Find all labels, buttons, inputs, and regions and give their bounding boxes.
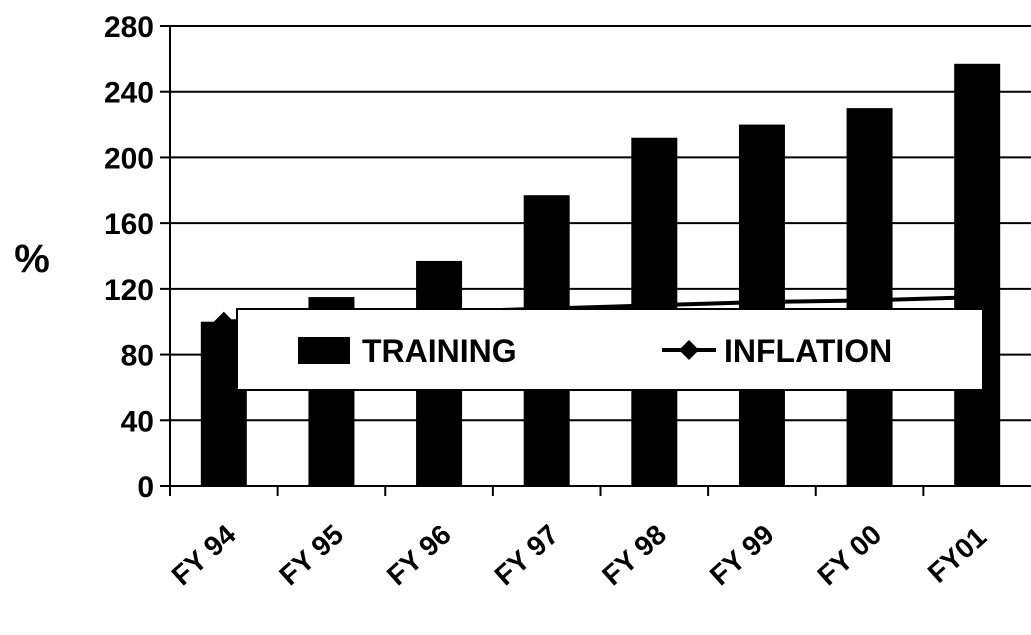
x-tick-labels: FY 94 FY 95 FY 96 FY 97 FY 98 FY 99 FY 00 FY01 — [166, 518, 993, 591]
bar-training — [954, 63, 1001, 487]
y-axis-label: % — [14, 237, 50, 281]
inflation-point — [967, 287, 988, 308]
inflation-point — [859, 290, 880, 311]
bars — [200, 63, 1001, 487]
legend: TRAINING INFLATION — [236, 308, 984, 391]
inflation-point — [751, 292, 772, 312]
y-tick-labels: 0 40 80 120 160 200 240 280 — [104, 11, 154, 504]
y-tick-label: 200 — [104, 142, 154, 175]
y-tick-label: 160 — [104, 208, 154, 241]
x-tick-label: FY 94 — [166, 518, 242, 591]
legend-inflation-marker — [679, 340, 699, 360]
axes — [169, 26, 1031, 496]
x-tick-label: FY 99 — [704, 519, 780, 592]
legend-box — [236, 308, 984, 391]
gridlines — [160, 25, 1031, 487]
x-tick-label: FY 97 — [489, 519, 565, 592]
y-tick-label: 120 — [104, 274, 154, 307]
y-tick-label: 240 — [104, 77, 154, 110]
x-tick-label: FY 96 — [381, 519, 457, 592]
y-tick-label: 280 — [104, 11, 154, 44]
legend-training-swatch — [298, 337, 350, 364]
x-tick-label: FY 98 — [596, 519, 672, 592]
x-tick-label: FY01 — [922, 521, 992, 589]
y-tick-label: 40 — [121, 405, 154, 438]
inflation-point — [213, 311, 234, 332]
legend-inflation-label: INFLATION — [724, 333, 892, 369]
x-tick-label: FY 95 — [273, 519, 349, 592]
x-tick-label: FY 00 — [811, 519, 887, 592]
y-tick-label: 0 — [137, 471, 154, 504]
legend-training-label: TRAINING — [362, 333, 517, 369]
y-tick-label: 80 — [121, 340, 154, 373]
